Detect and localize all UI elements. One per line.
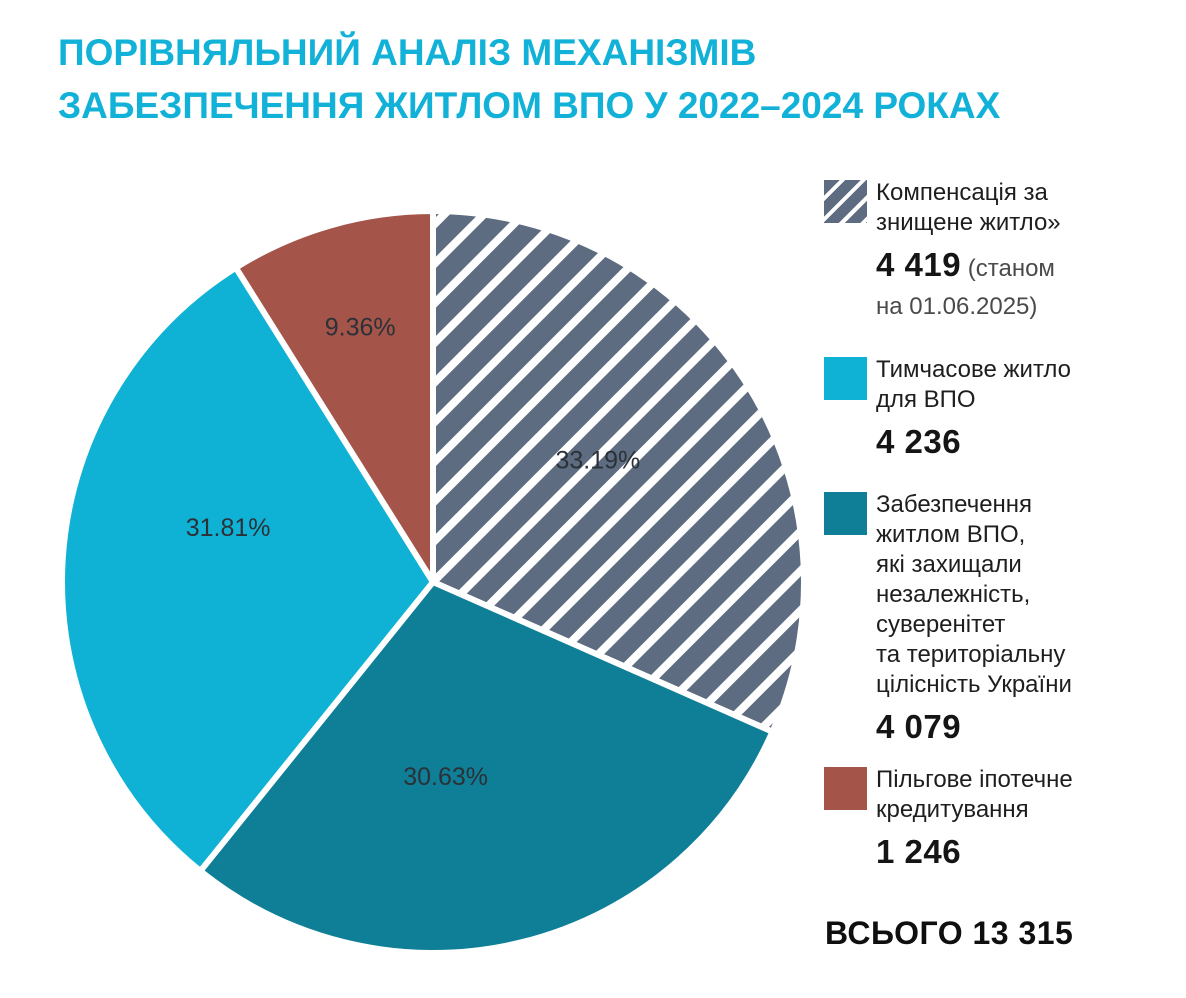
slice-percent-label-defenders: 30.63%: [403, 763, 488, 791]
legend-label: Компенсація за знищене житло»: [876, 179, 1061, 236]
legend: ВСЬОГО 13 315 Компенсація за знищене жит…: [824, 178, 1186, 978]
pie-chart: 33.19% 30.63% 31.81% 9.36%: [59, 208, 807, 956]
legend-value: 4 236: [876, 423, 962, 460]
chart-title: ПОРІВНЯЛЬНИЙ АНАЛІЗ МЕХАНІЗМІВ ЗАБЕЗПЕЧЕ…: [58, 32, 1001, 126]
legend-text-temporary-housing: Тимчасове житло для ВПО 4 236: [876, 355, 1071, 465]
legend-label: Тимчасове житло для ВПО: [876, 356, 1072, 413]
legend-item-compensation: Компенсація за знищене житло» 4 419 (стан…: [824, 178, 1186, 326]
legend-value-row: 1 246: [876, 833, 1073, 875]
pie-slice-defenders: [197, 579, 776, 956]
legend-text-mortgage: Пільгове іпотечне кредитування 1 246: [876, 765, 1073, 875]
pie-chart-area: 33.19% 30.63% 31.81% 9.36%: [55, 202, 815, 962]
legend-value-row: 4 236: [876, 423, 1071, 465]
legend-item-defenders: Забезпечення житлом ВПО, які захищали не…: [824, 490, 1186, 750]
legend-swatch-defenders: [824, 492, 867, 535]
legend-value: 4 079: [876, 708, 962, 745]
legend-item-mortgage: Пільгове іпотечне кредитування 1 246: [824, 765, 1186, 875]
legend-text-compensation: Компенсація за знищене житло» 4 419 (стан…: [876, 178, 1061, 326]
slice-percent-label-temporary-housing: 31.81%: [186, 514, 271, 542]
pie-slice-compensation: [430, 208, 807, 735]
pie-slice-mortgage: [232, 208, 436, 585]
legend-value-row: 4 079: [876, 708, 1072, 750]
total-label: ВСЬОГО 13 315: [825, 915, 1074, 951]
legend-item-temporary-housing: Тимчасове житло для ВПО 4 236: [824, 355, 1186, 465]
legend-swatch-temporary-housing: [824, 357, 867, 400]
legend-label: Забезпечення житлом ВПО, які захищали не…: [876, 491, 1072, 698]
legend-value: 4 419: [876, 246, 962, 283]
legend-value-row: 4 419 (станом на 01.06.2025): [876, 246, 1061, 326]
legend-note: (станом на 01.06.2025): [876, 255, 1055, 320]
slice-percent-label-compensation: 33.19%: [556, 446, 641, 474]
legend-text-defenders: Забезпечення житлом ВПО, які захищали не…: [876, 490, 1072, 750]
legend-swatch-compensation: [824, 180, 867, 223]
pie-slice-temporary-housing: [59, 264, 436, 874]
slice-percent-label-mortgage: 9.36%: [325, 314, 396, 342]
legend-label: Пільгове іпотечне кредитування: [876, 766, 1073, 823]
legend-swatch-mortgage: [824, 767, 867, 810]
legend-value: 1 246: [876, 833, 962, 870]
